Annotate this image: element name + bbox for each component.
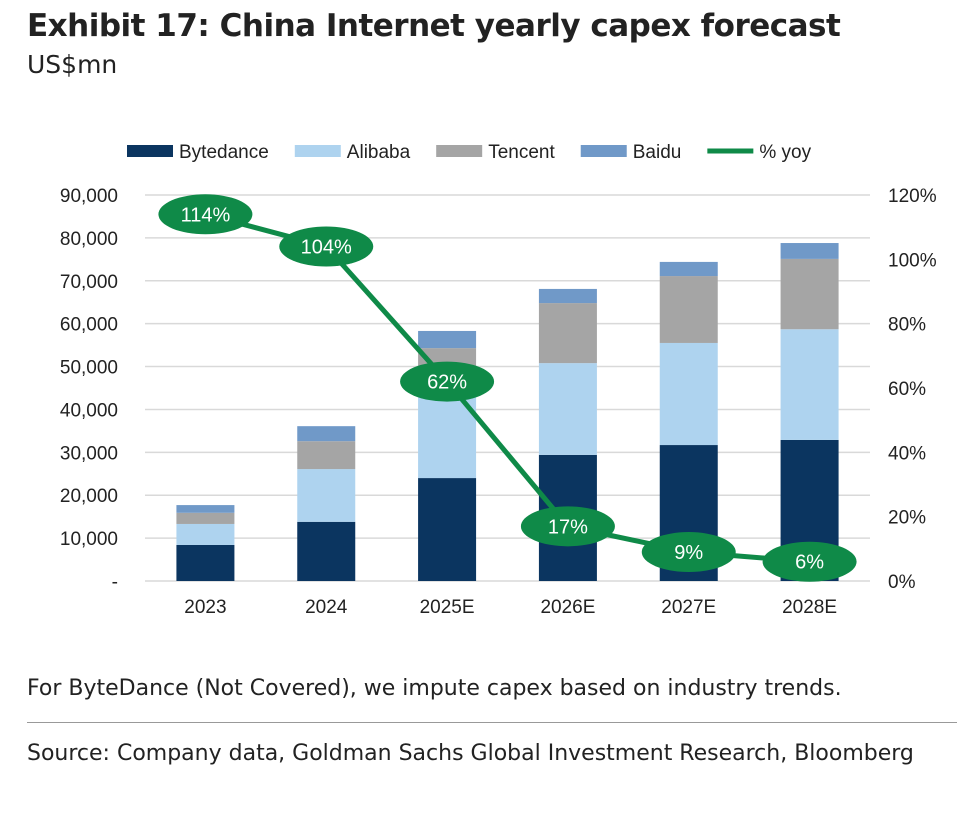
yoy-data-label: 9%: [674, 542, 703, 564]
y-tick-label: 30,000: [60, 443, 118, 464]
bar-bytedance: [297, 521, 356, 581]
yoy-data-label: 6%: [795, 552, 824, 574]
legend-swatch-baidu: [580, 145, 627, 157]
divider: [27, 722, 957, 723]
legend-swatch-alibaba: [294, 145, 341, 157]
bar-baidu: [538, 288, 597, 304]
chart: - 10,000 20,000 30,000 40,000 50,000 60,000 70,…: [60, 142, 937, 618]
y2-tick-label: 40%: [888, 443, 926, 464]
y2-tick-label: 20%: [888, 508, 926, 529]
x-tick-label: 2024: [305, 597, 348, 618]
bar-alibaba: [538, 363, 597, 455]
legend-label: Alibaba: [347, 142, 411, 163]
x-tick-label: 2028E: [782, 597, 837, 618]
y-tick-label: 90,000: [60, 186, 118, 207]
yoy-data-label: 114%: [181, 204, 231, 226]
bar-baidu: [659, 261, 718, 277]
y2-tick-label: 100%: [888, 250, 937, 271]
yoy-label-bubble: [641, 532, 736, 573]
yoy-label-bubble: [279, 226, 374, 267]
bar-alibaba: [659, 342, 718, 446]
x-tick-label: 2025E: [420, 597, 475, 618]
y-tick-label: 80,000: [60, 229, 118, 250]
bar-alibaba: [297, 469, 356, 522]
bar-tencent: [659, 276, 718, 343]
legend-label: Bytedance: [179, 142, 269, 163]
y2-tick-label: 80%: [888, 315, 926, 336]
bar-bytedance: [176, 544, 235, 581]
legend-label: Baidu: [633, 142, 682, 163]
legend-label: Tencent: [488, 142, 555, 163]
yoy-label-bubble: [158, 194, 253, 235]
legend-label: % yoy: [759, 142, 811, 163]
footnote: For ByteDance (Not Covered), we impute c…: [27, 676, 842, 701]
x-tick-label: 2027E: [661, 597, 716, 618]
bar-baidu: [418, 330, 477, 349]
chart-title: Exhibit 17: China Internet yearly capex …: [27, 8, 841, 44]
bar-tencent: [780, 258, 839, 330]
bar-tencent: [297, 441, 356, 470]
bar-alibaba: [780, 329, 839, 440]
y-tick-label: 20,000: [60, 486, 118, 507]
y-tick-label: 50,000: [60, 358, 118, 379]
y-tick-label: 70,000: [60, 272, 118, 293]
yoy-label-bubble: [400, 361, 495, 402]
bar-baidu: [297, 426, 356, 442]
y-tick-label: 60,000: [60, 315, 118, 336]
bar-tencent: [538, 303, 597, 364]
x-tick-label: 2026E: [540, 597, 595, 618]
yoy-data-label: 104%: [301, 236, 352, 258]
yoy-data-label: 17%: [548, 516, 588, 538]
source-note: Source: Company data, Goldman Sachs Glob…: [27, 741, 914, 766]
y-tick-label: 40,000: [60, 400, 118, 421]
bar-tencent: [176, 512, 235, 524]
yoy-label-bubble: [762, 541, 857, 582]
y2-tick-label: 60%: [888, 379, 926, 400]
chart-subtitle: US$mn: [27, 50, 118, 79]
y-tick-label: 10,000: [60, 529, 118, 550]
bar-bytedance: [418, 478, 477, 581]
yoy-line: [204, 211, 810, 565]
legend-swatch-bytedance: [127, 145, 173, 157]
bar-baidu: [176, 505, 235, 513]
legend-swatch-tencent: [436, 145, 483, 157]
yoy-data-label: 62%: [427, 372, 467, 394]
y2-tick-label: 120%: [888, 186, 937, 207]
yoy-label-bubble: [520, 506, 615, 547]
x-tick-label: 2023: [184, 597, 226, 618]
bar-alibaba: [176, 523, 235, 545]
bar-baidu: [780, 243, 839, 259]
y2-tick-label: 0%: [888, 572, 916, 593]
y-tick-label: -: [112, 572, 118, 593]
